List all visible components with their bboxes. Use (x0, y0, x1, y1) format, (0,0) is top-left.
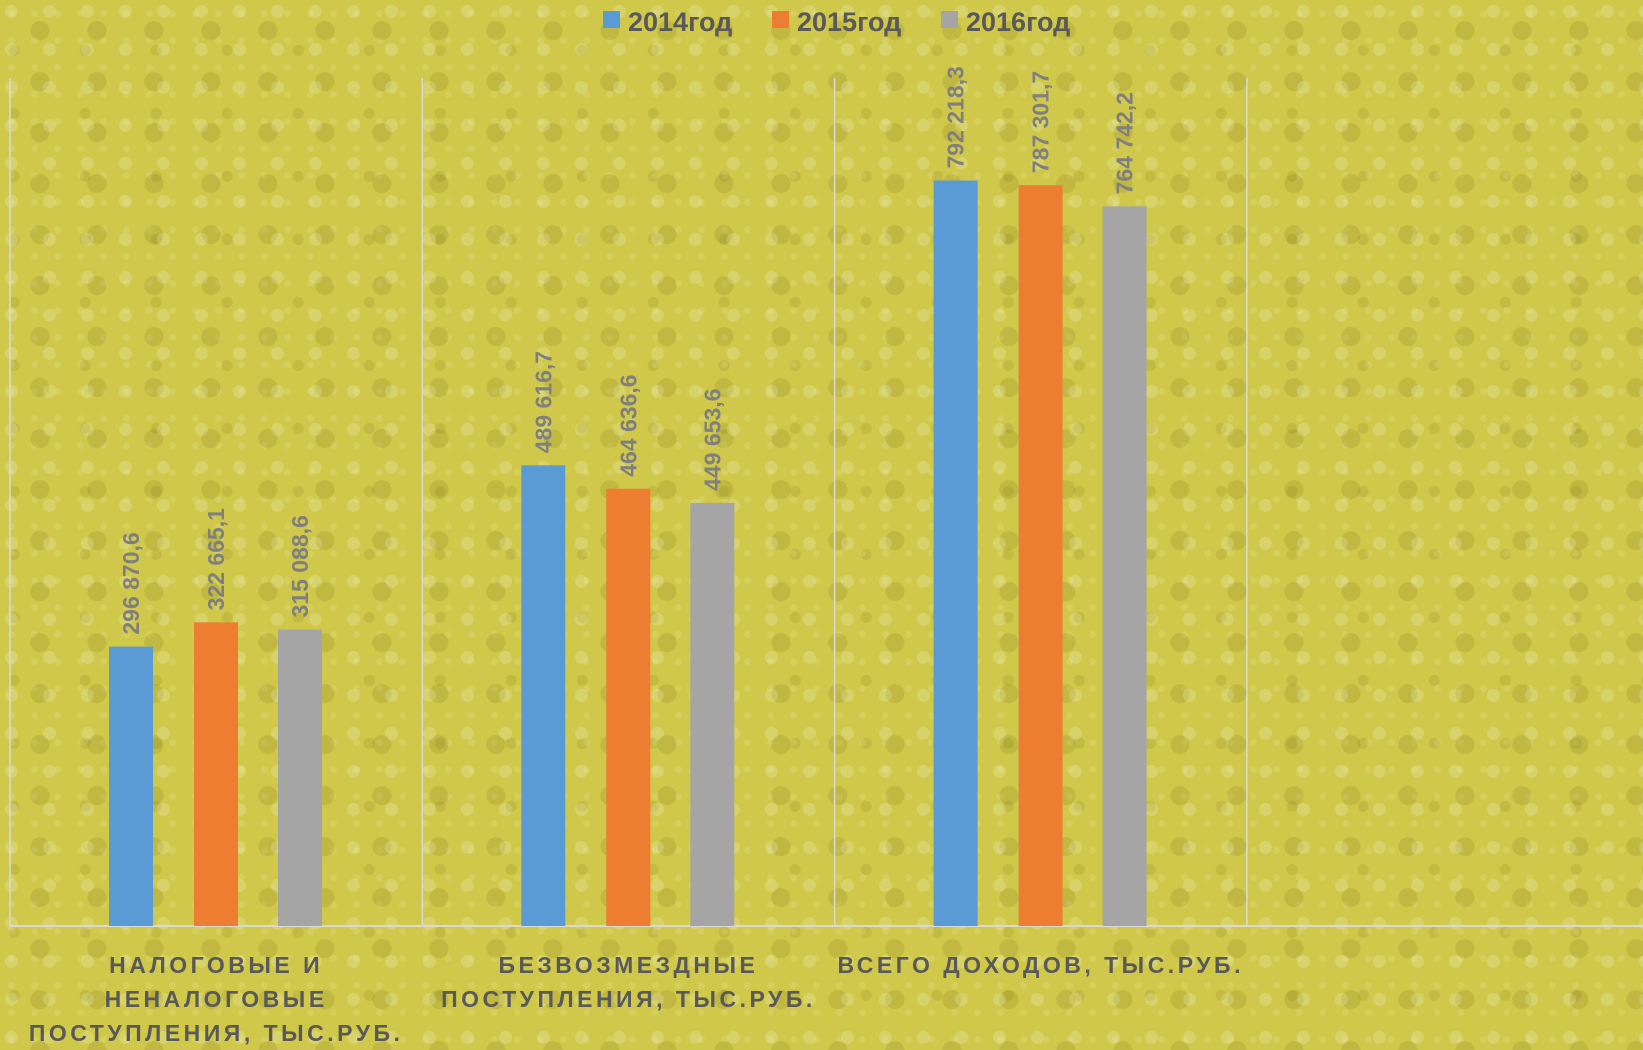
data-label: 764 742,2 (1112, 92, 1138, 194)
data-label: 787 301,7 (1028, 71, 1054, 173)
data-label: 449 653,6 (699, 389, 725, 491)
bar (690, 502, 735, 926)
bar (933, 180, 978, 926)
legend-swatch (603, 11, 620, 28)
bar (521, 465, 566, 926)
bar (1018, 185, 1063, 927)
value-labels: 296 870,6 489 616,7 792 218,3 322 665,1 464 … (118, 66, 1138, 634)
legend-swatch (772, 11, 789, 28)
bar (278, 629, 322, 926)
legend-label: 2014год (628, 7, 732, 37)
legend-swatch (941, 11, 958, 28)
data-label: 489 616,7 (530, 351, 556, 453)
legend-label: 2016год (966, 7, 1070, 37)
category-label: БЕЗВОЗМЕЗДНЫЕ ПОСТУПЛЕНИЯ, ТЫС.РУБ. (441, 952, 816, 1012)
bar (194, 622, 238, 926)
legend: 2014год 2015год 2016год (603, 7, 1070, 37)
bar (109, 646, 153, 926)
data-label: 296 870,6 (118, 532, 144, 634)
category-label: ВСЕГО ДОХОДОВ, ТЫС.РУБ. (837, 952, 1244, 978)
data-label: 792 218,3 (943, 66, 969, 168)
data-label: 315 088,6 (287, 515, 313, 617)
data-label: 322 665,1 (203, 508, 229, 611)
bar (606, 488, 651, 926)
gridlines (9, 78, 1643, 927)
bars (109, 180, 1147, 927)
legend-label: 2015год (797, 7, 901, 37)
bar (1102, 206, 1147, 927)
data-label: 464 636,6 (615, 374, 641, 476)
category-label: НАЛОГОВЫЕ И НЕНАЛОГОВЫЕ ПОСТУПЛЕНИЯ, ТЫС… (28, 952, 404, 1046)
